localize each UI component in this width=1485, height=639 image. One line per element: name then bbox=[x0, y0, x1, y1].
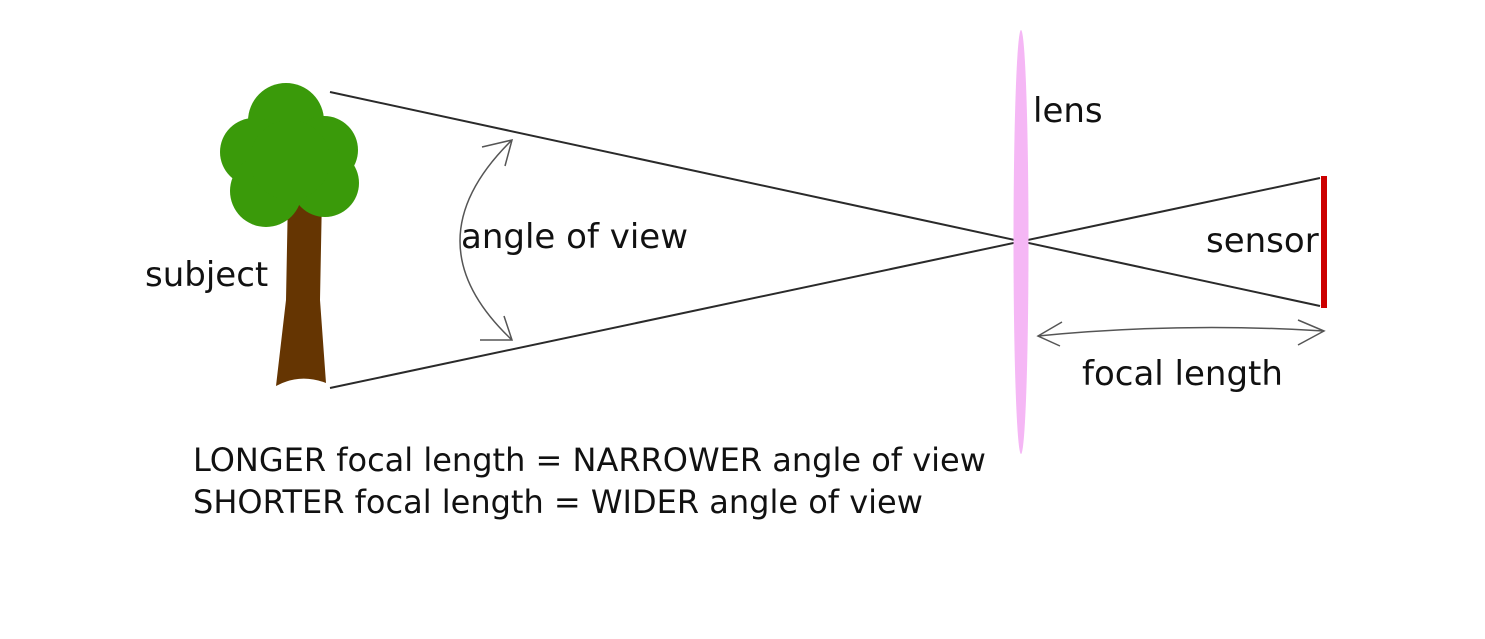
rule-shorter: SHORTER focal length = WIDER angle of vi… bbox=[193, 483, 923, 521]
rule-longer: LONGER focal length = NARROWER angle of … bbox=[193, 441, 986, 479]
light-rays bbox=[329, 91, 1321, 389]
focal-length-arrowhead-left bbox=[1036, 321, 1063, 347]
angle-arrowhead-bottom bbox=[480, 315, 514, 341]
tree-foliage bbox=[220, 83, 359, 227]
ray-top bbox=[329, 91, 1321, 307]
angle-of-view-label: angle of view bbox=[461, 217, 688, 257]
focal-length-line bbox=[1037, 326, 1325, 337]
lens-shape bbox=[1013, 30, 1029, 454]
ray-bottom bbox=[329, 177, 1321, 389]
subject-label: subject bbox=[145, 255, 268, 295]
subject-tree bbox=[220, 83, 359, 386]
angle-arrowhead-top bbox=[481, 138, 514, 167]
angle-arc bbox=[459, 139, 513, 341]
sensor-label: sensor bbox=[1206, 221, 1319, 261]
focal-length-label: focal length bbox=[1082, 354, 1283, 394]
focal-length-arrow bbox=[1036, 319, 1326, 347]
lens-label: lens bbox=[1033, 91, 1103, 131]
tree-trunk bbox=[276, 195, 326, 386]
focal-length-arrowhead-right bbox=[1297, 319, 1326, 346]
angle-of-view-arc bbox=[459, 138, 514, 341]
